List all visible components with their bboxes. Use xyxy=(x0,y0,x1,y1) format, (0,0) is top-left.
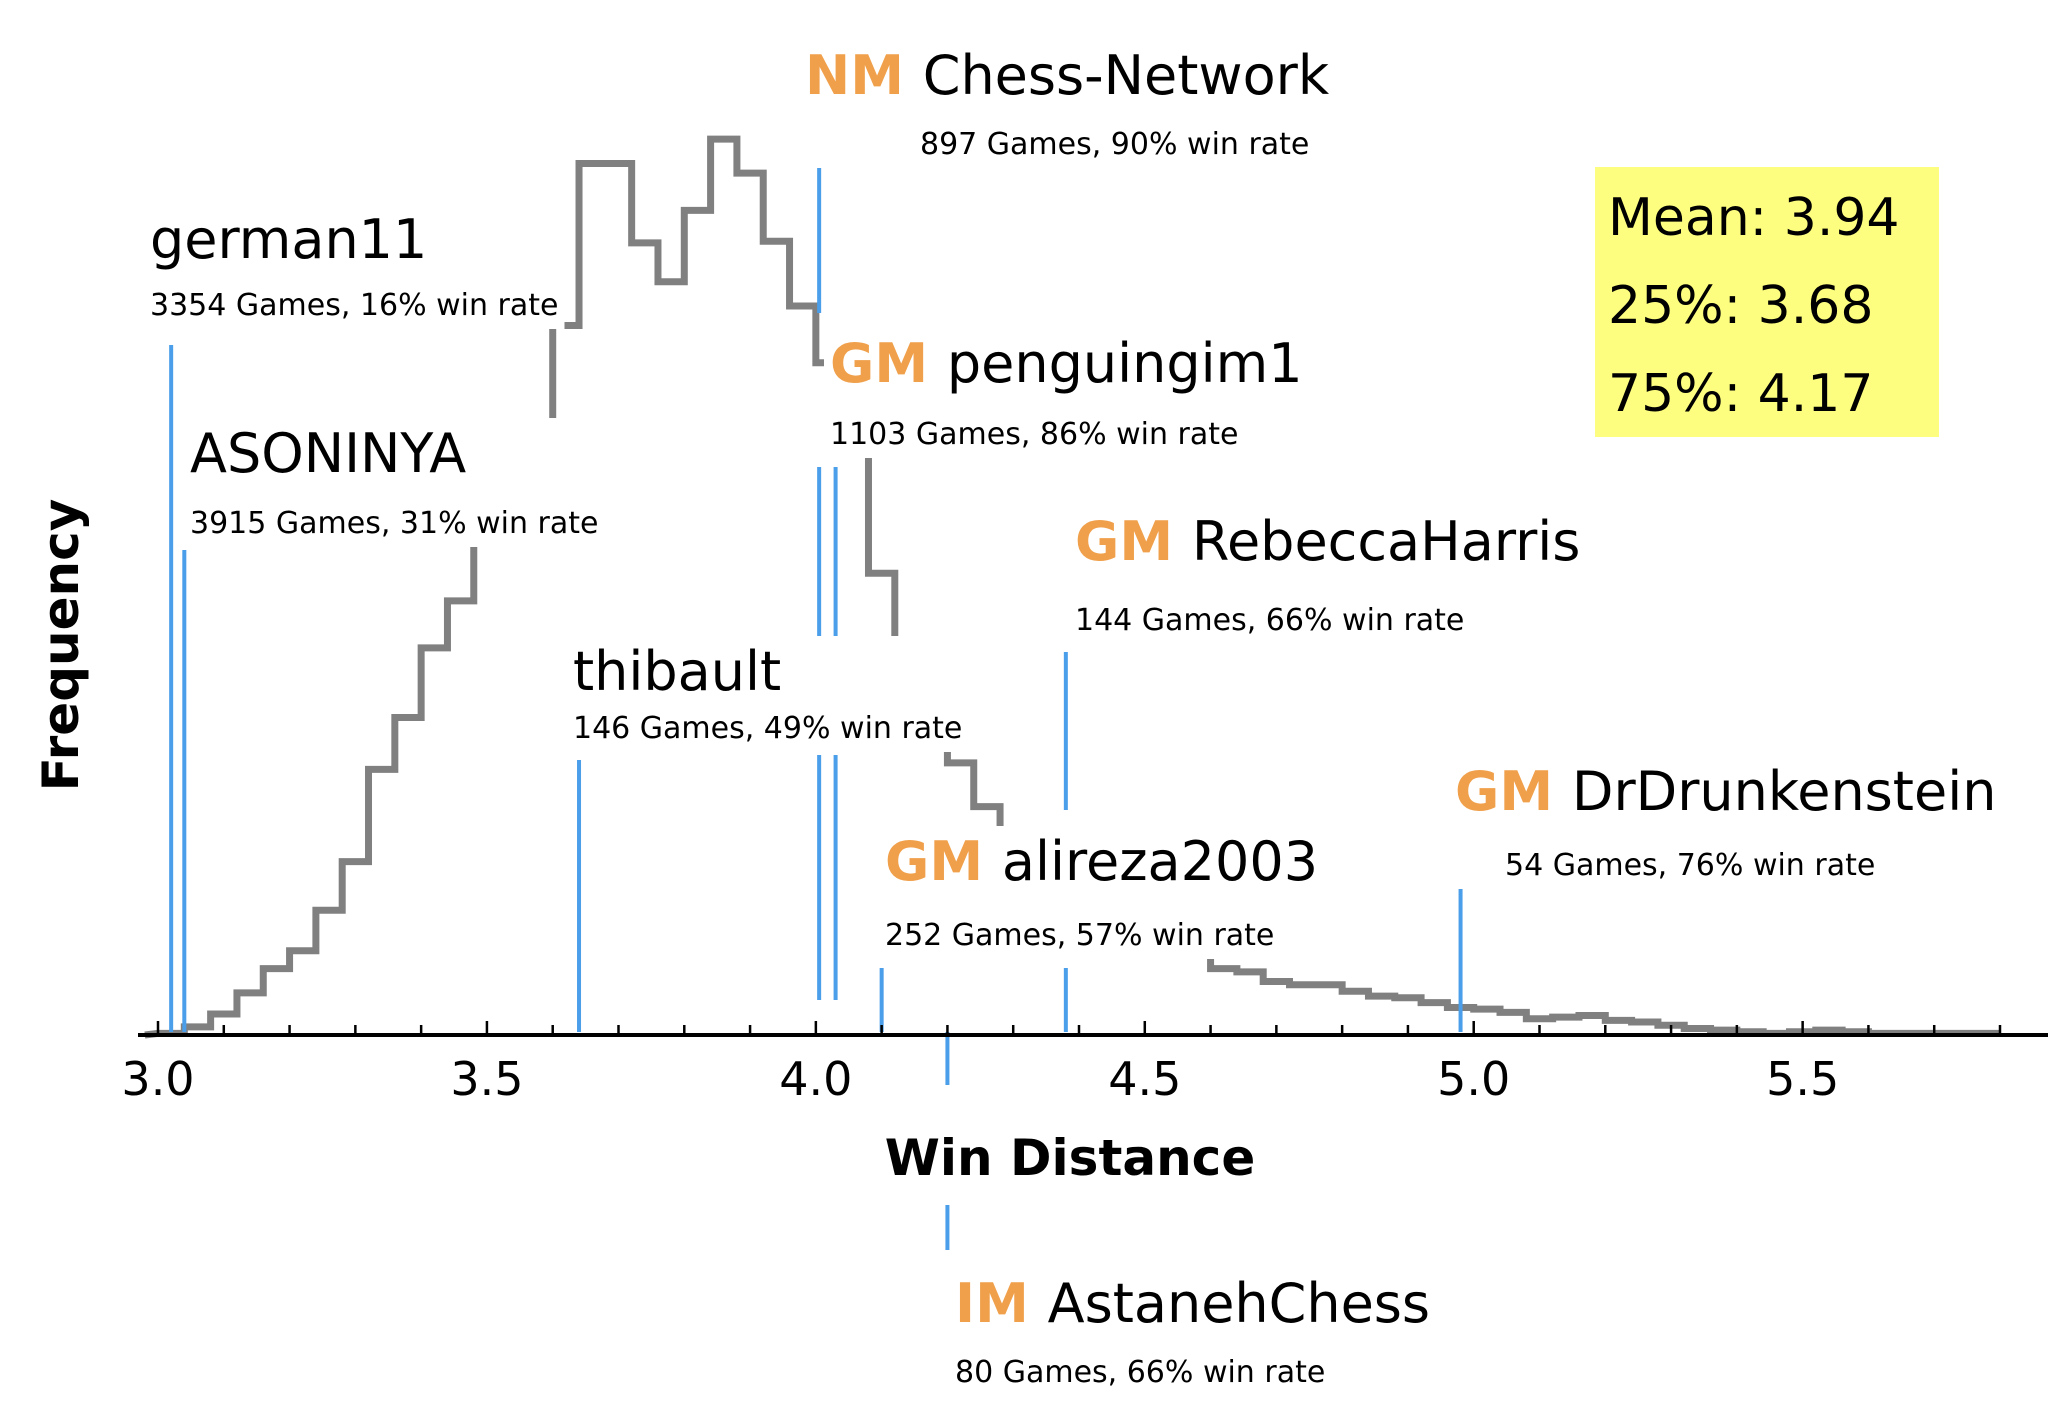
player-markers xyxy=(169,125,1463,1250)
y-axis-title: Frequency xyxy=(32,499,90,792)
x-axis: 3.0 3.5 4.0 4.5 5.0 5.5 xyxy=(121,1021,2048,1106)
player-stats: 146 Games, 49% win rate xyxy=(573,711,962,746)
player-name-line: GM penguingim1 xyxy=(830,332,1303,395)
player-title: GM xyxy=(1455,760,1572,823)
x-tick-label: 4.5 xyxy=(1108,1052,1181,1106)
stats-mean: Mean: 3.94 xyxy=(1608,188,1900,248)
player-label-background xyxy=(1449,756,2003,889)
stats-box-background xyxy=(1595,167,1939,437)
player-name: AstanehChess xyxy=(1048,1272,1430,1335)
player-stats: 3354 Games, 16% win rate xyxy=(150,288,558,323)
player-label-background xyxy=(799,40,1336,168)
x-tick-label: 4.0 xyxy=(779,1052,852,1106)
player-stats: 80 Games, 66% win rate xyxy=(955,1355,1325,1390)
player-stats: 144 Games, 66% win rate xyxy=(1075,603,1464,638)
player-label: ASONINYA 3915 Games, 31% win rate xyxy=(184,418,605,547)
player-name: alireza2003 xyxy=(1002,830,1318,893)
player-label-background xyxy=(184,418,605,547)
x-tick-label: 5.5 xyxy=(1766,1052,1839,1106)
player-name-line: NM Chess-Network xyxy=(805,44,1330,107)
x-tick-label: 5.0 xyxy=(1437,1052,1510,1106)
player-label: IM AstanehChess 80 Games, 66% win rate xyxy=(949,1268,1437,1396)
player-label-background xyxy=(949,1268,1437,1396)
player-label: german11 3354 Games, 16% win rate xyxy=(144,204,565,329)
player-title: NM xyxy=(805,44,923,107)
player-label-background xyxy=(1069,506,1587,644)
player-name: DrDrunkenstein xyxy=(1572,760,1997,823)
player-label: NM Chess-Network 897 Games, 90% win rate xyxy=(799,40,1336,168)
player-label: GM RebeccaHarris 144 Games, 66% win rate xyxy=(1069,506,1587,644)
player-stats: 252 Games, 57% win rate xyxy=(885,918,1274,953)
player-name: thibault xyxy=(573,640,781,703)
player-stats: 897 Games, 90% win rate xyxy=(920,127,1309,162)
player-name: Chess-Network xyxy=(923,44,1330,107)
player-stats: 54 Games, 76% win rate xyxy=(1505,848,1875,883)
player-name-line: german11 xyxy=(150,208,427,271)
x-tick-label: 3.5 xyxy=(450,1052,523,1106)
stats-q75: 75%: 4.17 xyxy=(1608,364,1873,424)
player-name-line: GM DrDrunkenstein xyxy=(1455,760,1996,823)
player-name: german11 xyxy=(150,208,427,271)
player-name-line: ASONINYA xyxy=(190,422,466,485)
player-title: GM xyxy=(1075,510,1192,573)
x-axis-title: Win Distance xyxy=(885,1129,1255,1187)
player-label-background xyxy=(567,636,969,752)
player-name-line: IM AstanehChess xyxy=(955,1272,1430,1335)
player-label-background xyxy=(824,328,1309,458)
player-label: GM alireza2003 252 Games, 57% win rate xyxy=(879,826,1325,959)
player-name-line: GM RebeccaHarris xyxy=(1075,510,1580,573)
player-title: GM xyxy=(885,830,1002,893)
player-name: RebeccaHarris xyxy=(1192,510,1581,573)
stats-q25: 25%: 3.68 xyxy=(1608,276,1873,336)
player-label: GM penguingim1 1103 Games, 86% win rate xyxy=(824,328,1309,458)
player-labels: german11 3354 Games, 16% win rate ASONINYA… xyxy=(144,40,2003,1396)
player-title: GM xyxy=(830,332,947,395)
stats-box: Mean: 3.94 25%: 3.68 75%: 4.17 xyxy=(1595,167,1939,437)
player-stats: 1103 Games, 86% win rate xyxy=(830,417,1238,452)
player-title: IM xyxy=(955,1272,1048,1335)
player-label-background xyxy=(144,204,565,329)
player-name: penguingim1 xyxy=(947,332,1303,395)
player-label: GM DrDrunkenstein 54 Games, 76% win rate xyxy=(1449,756,2003,889)
x-tick-label: 3.0 xyxy=(121,1052,194,1106)
player-name: ASONINYA xyxy=(190,422,466,485)
player-label-background xyxy=(879,826,1325,959)
player-name-line: GM alireza2003 xyxy=(885,830,1318,893)
player-label: thibault 146 Games, 49% win rate xyxy=(567,636,969,752)
player-name-line: thibault xyxy=(573,640,781,703)
player-stats: 3915 Games, 31% win rate xyxy=(190,506,598,541)
